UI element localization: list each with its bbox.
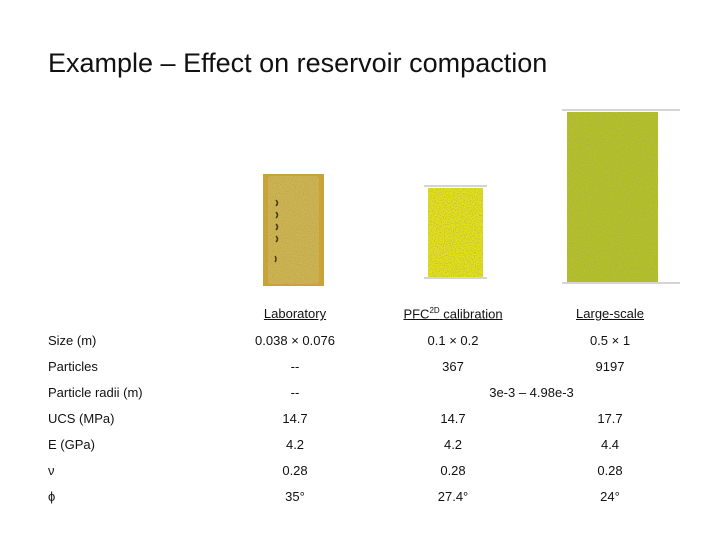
cell-value: 0.28: [282, 463, 308, 478]
cell-value: 24°: [600, 489, 620, 504]
row-label: ϕ: [48, 489, 56, 504]
header-text: PFC: [403, 306, 430, 322]
header-text: Laboratory: [263, 306, 327, 321]
cell-value: 367: [442, 359, 464, 374]
cell-value: 4.4: [600, 437, 620, 452]
cell-value: --: [290, 385, 300, 400]
row-label: ν: [48, 463, 55, 478]
cell-value: 14.7: [282, 411, 308, 426]
cell-value: 0.28: [597, 463, 623, 478]
cell-value: 27.4°: [437, 489, 469, 504]
column-header: PFC2D calibration: [403, 306, 502, 321]
cell-value: 3e-3 – 4.98e-3: [489, 385, 574, 400]
header-text: Large-scale: [576, 306, 644, 321]
cell-value: 14.7: [440, 411, 466, 426]
column-header: Laboratory: [264, 306, 326, 321]
row-label: Size (m): [48, 333, 97, 348]
row-label: UCS (MPa): [48, 411, 115, 426]
row-label: Particle radii (m): [48, 385, 143, 400]
row-label: Particles: [48, 359, 98, 374]
large-sample: [567, 112, 658, 282]
cell-value: 4.2: [443, 437, 463, 452]
cell-value: 0.038 × 0.076: [255, 333, 335, 348]
cell-value: 0.1 × 0.2: [427, 333, 479, 348]
header-text: 2D: [429, 306, 440, 315]
cell-value: 35°: [285, 489, 305, 504]
cell-value: 17.7: [597, 411, 623, 426]
cell-value: --: [290, 359, 300, 374]
cell-value: 4.2: [285, 437, 305, 452]
header-text: calibration: [439, 306, 503, 322]
core-marks: [274, 199, 279, 263]
pfc-sample: [428, 188, 483, 277]
cell-value: 0.28: [440, 463, 466, 478]
lab-core: [268, 176, 319, 284]
slide-title: Example – Effect on reservoir compaction: [48, 48, 548, 78]
cell-value: 0.5 × 1: [589, 333, 631, 348]
row-label: E (GPa): [48, 437, 95, 452]
column-header: Large-scale: [576, 306, 644, 321]
cell-value: 9197: [595, 359, 625, 374]
